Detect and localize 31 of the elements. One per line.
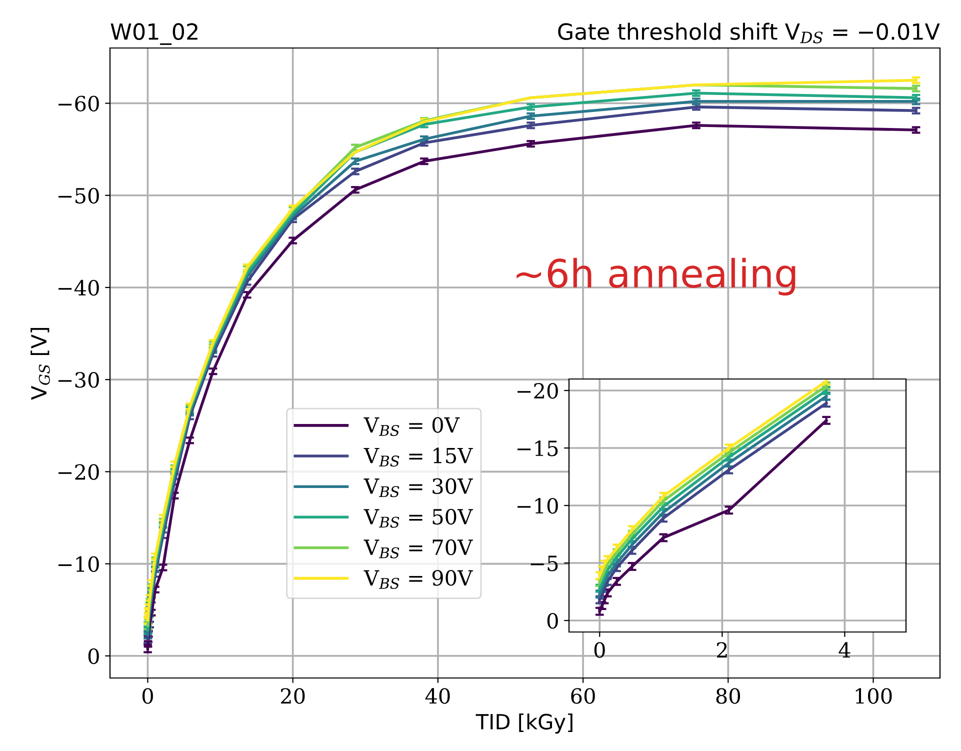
- y-tick-label: −10: [58, 556, 99, 572]
- y-tick-label: −15: [518, 440, 558, 456]
- x-tick-label: 4: [838, 642, 850, 658]
- x-tick-label: 2: [716, 642, 727, 658]
- legend-label: V$_{BS}$ = 15V: [364, 448, 473, 467]
- y-tick-label: −10: [518, 498, 558, 514]
- chart-subtitle: Gate threshold shift V$_{DS}$ = −0.01V: [558, 22, 940, 44]
- legend-label: V$_{BS}$ = 0V: [364, 417, 460, 436]
- legend-label: V$_{BS}$ = 30V: [364, 478, 473, 498]
- x-tick-label: 20: [280, 688, 305, 704]
- annotation: ~6h annealing: [516, 258, 796, 296]
- y-tick-label: −30: [58, 372, 99, 388]
- y-tick-label: 0: [547, 612, 558, 629]
- x-tick-label: 0: [594, 642, 605, 658]
- y-tick-label: −20: [518, 382, 558, 399]
- x-tick-label: 0: [142, 688, 153, 704]
- x-tick-label: 100: [856, 688, 892, 704]
- x-axis-title: TID [kGy]: [476, 713, 572, 734]
- y-tick-label: −50: [58, 188, 99, 204]
- y-tick-label: −60: [58, 96, 99, 112]
- y-tick-label: −40: [58, 280, 99, 296]
- y-axis-title: V$_{GS}$ [V]: [30, 328, 50, 400]
- x-tick-label: 80: [716, 688, 740, 704]
- legend-label: V$_{BS}$ = 70V: [364, 539, 473, 558]
- x-tick-label: 60: [571, 688, 595, 704]
- chart-title: W01_02: [110, 23, 198, 45]
- y-tick-label: −20: [58, 464, 99, 480]
- x-tick-label: 40: [425, 688, 450, 704]
- legend-label: V$_{BS}$ = 50V: [364, 508, 473, 528]
- legend-label: V$_{BS}$ = 90V: [364, 570, 473, 589]
- y-tick-label: −5: [530, 556, 558, 572]
